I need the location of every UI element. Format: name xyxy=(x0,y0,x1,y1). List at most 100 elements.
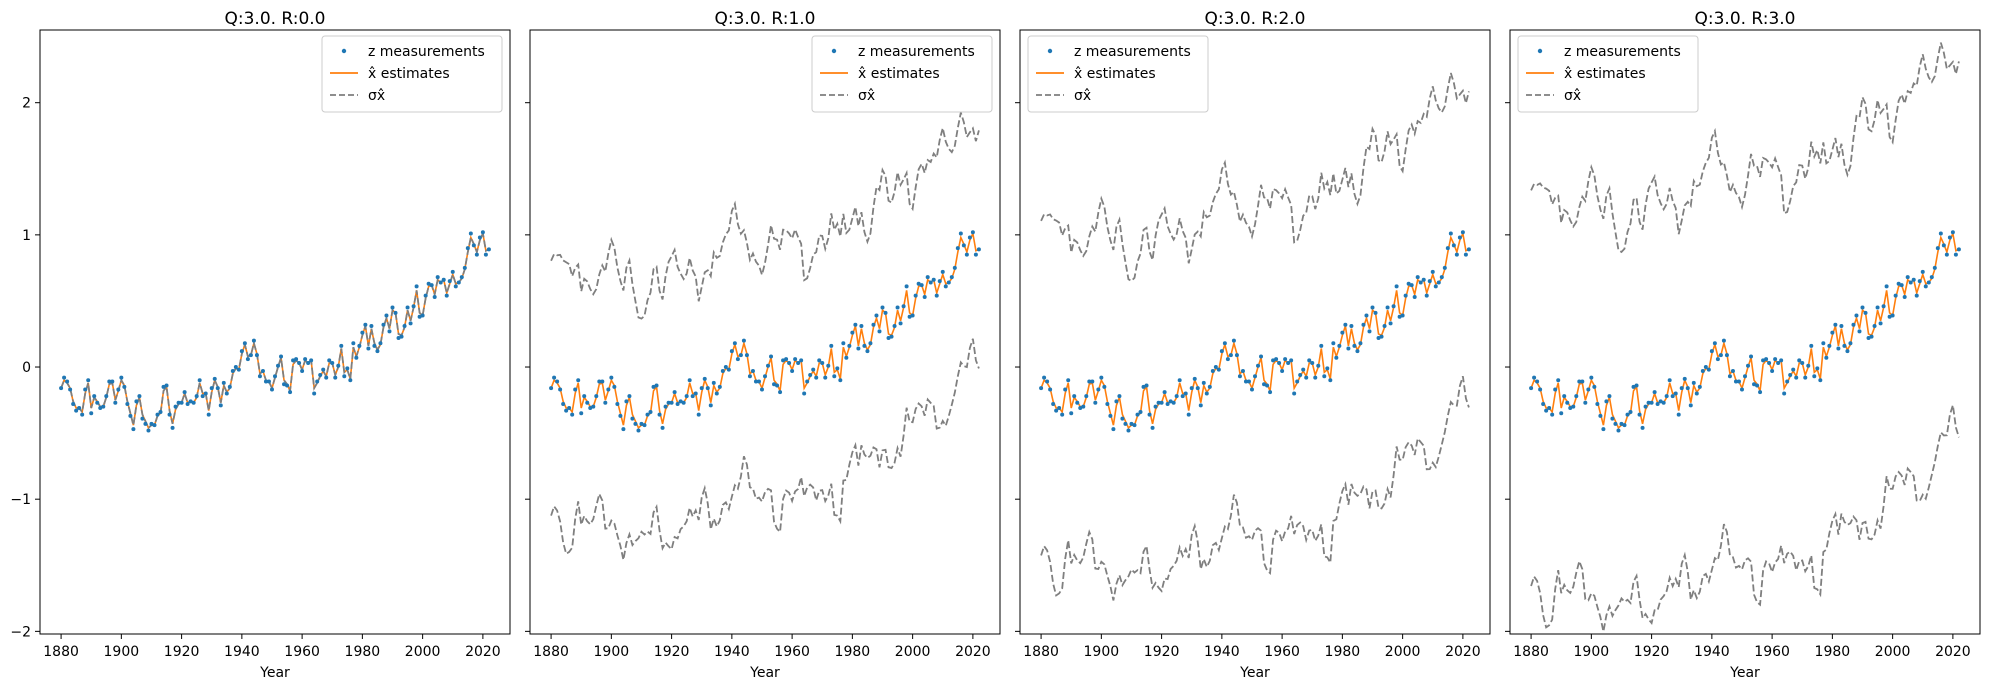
measurement-point xyxy=(1433,284,1438,289)
measurement-point xyxy=(1911,277,1916,282)
measurement-point xyxy=(1060,412,1065,417)
measurement-point xyxy=(1379,334,1384,339)
measurement-point xyxy=(1703,365,1708,370)
measurement-point xyxy=(1460,230,1465,235)
data-layer xyxy=(59,230,491,433)
measurement-point xyxy=(164,383,169,388)
measurement-point xyxy=(372,343,377,348)
measurement-point xyxy=(429,283,434,288)
measurement-point xyxy=(769,354,774,359)
legend-label-sigma: σx̂ xyxy=(858,88,875,104)
measurement-point xyxy=(627,394,632,399)
measurement-point xyxy=(958,231,963,236)
measurement-point xyxy=(77,405,82,410)
measurement-point xyxy=(549,386,554,391)
measurement-point xyxy=(1039,386,1044,391)
measurement-point xyxy=(134,399,139,404)
y-tick-label: 1 xyxy=(22,228,31,244)
measurement-point xyxy=(230,368,235,373)
measurement-point xyxy=(263,379,268,384)
measurement-point xyxy=(663,404,668,409)
measurement-point xyxy=(1168,399,1173,404)
x-tick-label: 2020 xyxy=(955,644,991,660)
measurement-point xyxy=(952,265,957,270)
measurement-point xyxy=(1406,281,1411,286)
measurement-point xyxy=(597,379,602,384)
measurement-point xyxy=(865,349,870,354)
measurement-point xyxy=(294,357,299,362)
measurement-point xyxy=(1736,379,1741,384)
measurement-point xyxy=(369,324,374,329)
measurement-point xyxy=(907,314,912,319)
measurement-point xyxy=(720,368,725,373)
measurement-point xyxy=(468,231,473,236)
measurement-point xyxy=(1213,365,1218,370)
x-axis-label: Year xyxy=(749,665,780,681)
measurement-point xyxy=(1691,380,1696,385)
measurement-point xyxy=(336,363,341,368)
measurement-point xyxy=(1809,343,1814,348)
measurement-point xyxy=(200,394,205,399)
measurement-point xyxy=(1658,399,1663,404)
measurement-point xyxy=(552,375,557,380)
measurement-point xyxy=(1655,402,1660,407)
measurement-point xyxy=(1782,391,1787,396)
measurement-point xyxy=(1204,391,1209,396)
measurement-point xyxy=(1090,379,1095,384)
measurement-point xyxy=(1851,322,1856,327)
measurement-point xyxy=(393,310,398,315)
measurement-point xyxy=(1219,349,1224,354)
measurement-point xyxy=(444,293,449,298)
measurement-point xyxy=(1622,423,1627,428)
chart-title: Q:3.0. R:1.0 xyxy=(714,9,815,29)
measurement-point xyxy=(576,378,581,383)
measurement-point xyxy=(1066,378,1071,383)
measurement-point xyxy=(970,230,975,235)
measurement-point xyxy=(378,341,383,346)
measurement-point xyxy=(1709,349,1714,354)
measurement-point xyxy=(1105,402,1110,407)
measurement-point xyxy=(450,269,455,274)
measurement-point xyxy=(799,358,804,363)
x-axis-label: Year xyxy=(1239,665,1270,681)
measurement-point xyxy=(1382,324,1387,329)
measurement-point xyxy=(254,353,259,358)
legend: z measurements x̂ estimates σx̂ xyxy=(1517,35,1699,113)
measurement-point xyxy=(140,416,145,421)
measurement-point xyxy=(1884,284,1889,289)
measurement-point xyxy=(1099,375,1104,380)
legend-label-estimates: x̂ estimates xyxy=(1074,66,1156,82)
measurement-point xyxy=(937,279,942,284)
measurement-point xyxy=(1682,376,1687,381)
measurement-point xyxy=(1129,421,1134,426)
measurement-point xyxy=(297,361,302,366)
measurement-point xyxy=(1944,252,1949,257)
measurement-point xyxy=(1706,367,1711,372)
measurement-point xyxy=(1231,338,1236,343)
legend-marker-measurements xyxy=(831,48,837,54)
measurement-point xyxy=(1875,305,1880,310)
measurement-point xyxy=(750,368,755,373)
measurement-point xyxy=(399,334,404,339)
measurement-point xyxy=(459,275,464,280)
measurement-point xyxy=(1117,394,1122,399)
measurement-point xyxy=(1087,379,1092,384)
measurement-point xyxy=(1361,322,1366,327)
measurement-point xyxy=(1246,379,1251,384)
measurement-point xyxy=(1367,329,1372,334)
measurement-point xyxy=(1935,246,1940,251)
measurement-point xyxy=(1779,358,1784,363)
legend-label-estimates: x̂ estimates xyxy=(858,66,940,82)
measurement-point xyxy=(1454,252,1459,257)
measurement-point xyxy=(669,400,674,405)
measurement-point xyxy=(1424,293,1429,298)
measurement-point xyxy=(1752,382,1757,387)
measurement-point xyxy=(1153,404,1158,409)
measurement-point xyxy=(1442,265,1447,270)
measurement-point xyxy=(696,412,701,417)
legend-box xyxy=(1517,35,1699,113)
measurement-point xyxy=(603,400,608,405)
measurement-point xyxy=(600,379,605,384)
measurement-point xyxy=(684,394,689,399)
measurement-point xyxy=(699,386,704,391)
